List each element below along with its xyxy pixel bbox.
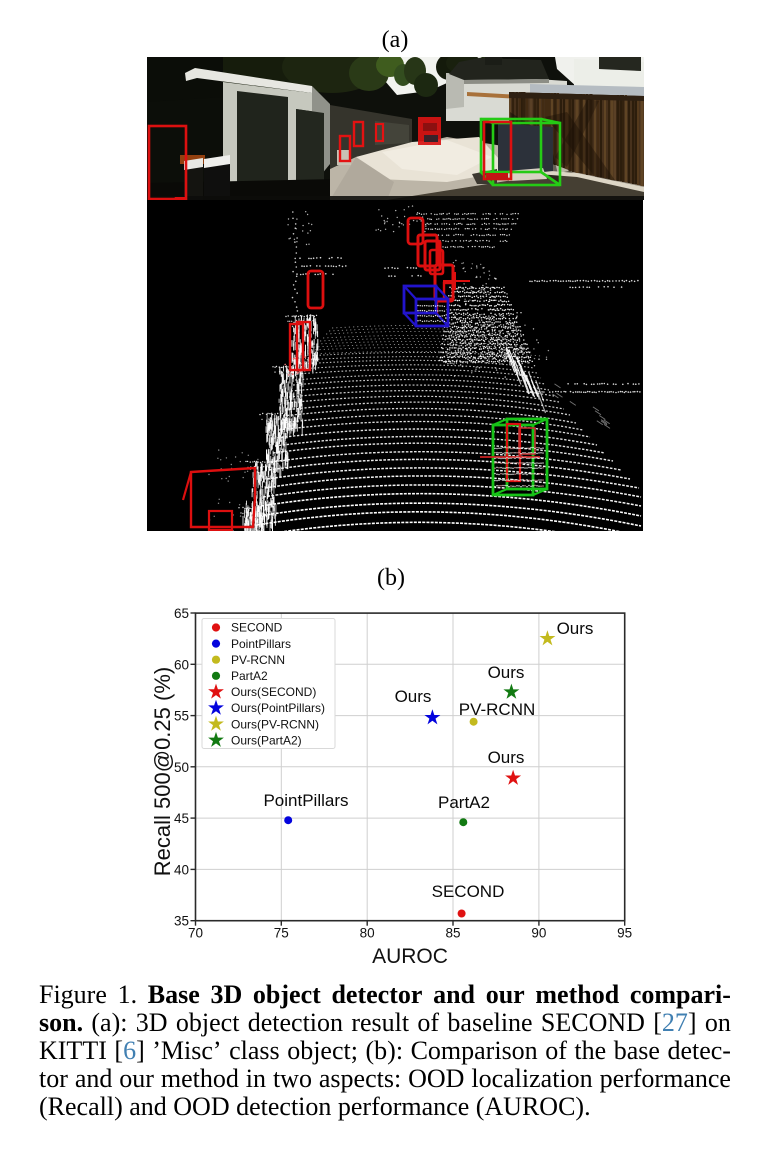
svg-text:70: 70 [188, 926, 203, 941]
svg-text:Ours: Ours [395, 687, 432, 706]
svg-text:75: 75 [274, 926, 289, 941]
svg-text:Ours: Ours [488, 663, 525, 682]
svg-text:40: 40 [174, 862, 189, 877]
svg-text:65: 65 [174, 606, 189, 621]
svg-text:Recall 500@0.25 (%): Recall 500@0.25 (%) [150, 667, 175, 876]
svg-text:PartA2: PartA2 [231, 669, 268, 683]
svg-text:95: 95 [617, 926, 632, 941]
svg-text:85: 85 [445, 926, 460, 941]
svg-text:PointPillars: PointPillars [263, 791, 348, 810]
svg-text:Ours(PointPillars): Ours(PointPillars) [231, 701, 325, 715]
svg-text:PointPillars: PointPillars [231, 637, 291, 651]
svg-text:AUROC: AUROC [372, 945, 448, 968]
svg-text:Ours(PV-RCNN): Ours(PV-RCNN) [231, 717, 319, 731]
svg-text:Ours: Ours [488, 748, 525, 767]
svg-text:50: 50 [174, 760, 189, 775]
svg-text:Ours(PartA2): Ours(PartA2) [231, 733, 302, 747]
svg-text:PartA2: PartA2 [438, 793, 490, 812]
svg-text:SECOND: SECOND [432, 882, 505, 901]
svg-text:PV-RCNN: PV-RCNN [459, 700, 536, 719]
svg-text:SECOND: SECOND [231, 621, 283, 635]
svg-text:35: 35 [174, 914, 189, 929]
svg-text:Ours(SECOND): Ours(SECOND) [231, 685, 316, 699]
svg-text:80: 80 [360, 926, 375, 941]
svg-text:45: 45 [174, 811, 189, 826]
svg-text:55: 55 [174, 709, 189, 724]
svg-text:60: 60 [174, 657, 189, 672]
svg-text:90: 90 [531, 926, 546, 941]
svg-text:PV-RCNN: PV-RCNN [231, 653, 285, 667]
svg-text:Ours: Ours [557, 619, 594, 638]
